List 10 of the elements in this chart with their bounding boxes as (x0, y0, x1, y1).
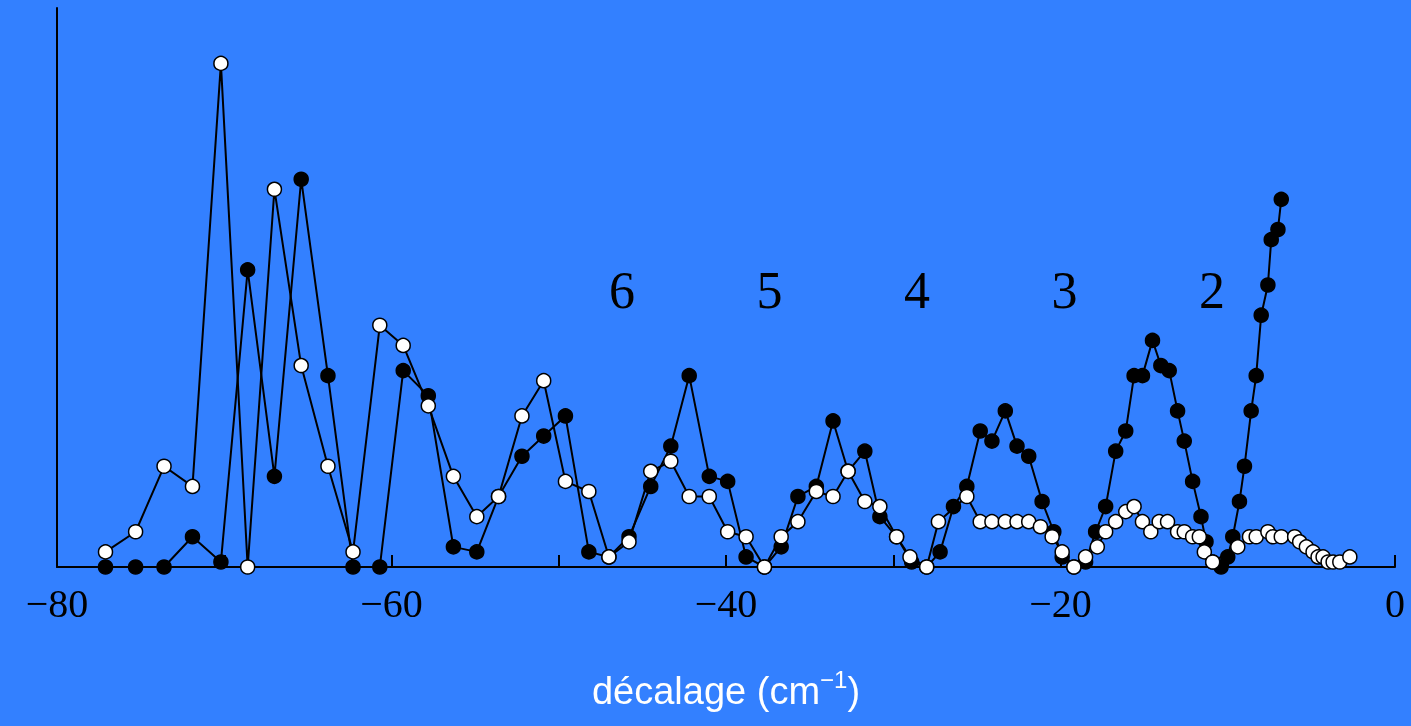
x-tick-label: −80 (25, 580, 89, 626)
annotation: 3 (1051, 261, 1078, 319)
x-tick-label: −20 (1029, 580, 1092, 626)
x-tick-label: −40 (694, 580, 758, 626)
annotation: 4 (904, 261, 930, 319)
annotation: 5 (756, 261, 783, 319)
x-tick-label: −60 (360, 580, 423, 626)
annotation: 2 (1199, 261, 1225, 319)
x-tick-label: 0 (1385, 580, 1405, 626)
annotation: 6 (609, 261, 635, 319)
